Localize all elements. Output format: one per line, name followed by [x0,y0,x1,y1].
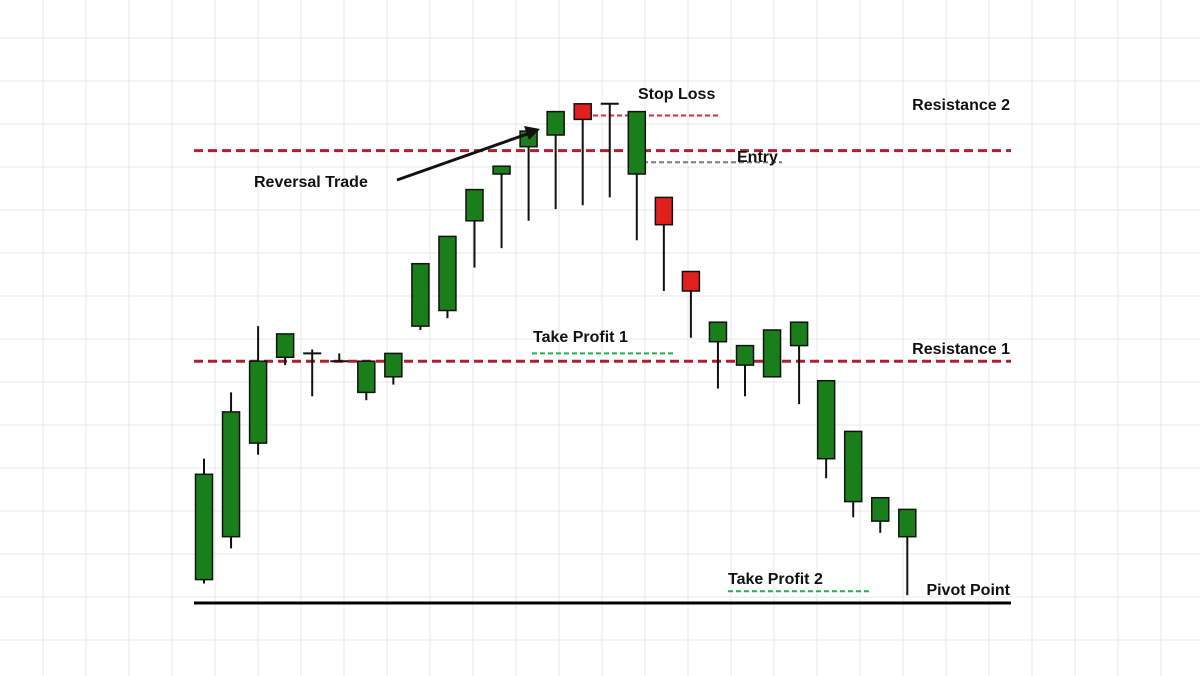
candle-body-bullish [546,110,565,136]
candle [843,430,863,518]
candle [438,235,457,319]
trade-markers [532,114,872,593]
annotations: Reversal Trade [254,126,540,191]
candle-body-bullish [708,321,728,343]
candle-body-bullish [384,352,403,378]
candle [627,110,647,241]
entry-label: Entry [737,149,778,166]
take-profit-2-label: Take Profit 2 [728,571,823,588]
candles-group [194,102,917,596]
candle [735,344,755,397]
reversal-trade-arrow [396,131,531,182]
candle [789,321,809,405]
candle [573,103,592,206]
candle-body-bullish [492,165,511,175]
candle-body-bullish [762,329,782,378]
stop-loss-label: Stop Loss [638,86,715,103]
candle-body-bullish [248,360,268,444]
candle [384,352,403,385]
candle [898,508,917,596]
candle [654,196,674,291]
resistance-1-label: Resistance 1 [912,341,1010,358]
candle-body-bullish [465,188,484,222]
candle [465,188,484,268]
candle [275,333,295,366]
candle [546,110,565,210]
candle-body-bearish [654,196,674,226]
candle [357,360,376,401]
candle-body-bullish [789,321,809,347]
candle-body-bullish [221,411,241,538]
resistance-2-label: Resistance 2 [912,97,1010,114]
candle [221,392,241,549]
candle-body-bullish [871,496,890,522]
candle [330,353,349,363]
candle-body-bullish [194,473,214,581]
support-resistance-levels [194,149,1011,605]
candle-body-bullish [898,508,917,538]
candle [248,326,268,455]
candle [303,349,322,397]
pivot-point-label: Pivot Point [926,582,1010,599]
level-labels: Resistance 2 Resistance 1 Pivot Point St… [533,86,1011,599]
candle-body-bullish [735,344,755,366]
candle [681,270,701,338]
candle [411,262,430,330]
candle-body-bullish [816,379,836,460]
candle-body-bullish [411,262,430,327]
candle-body-bullish [627,110,647,175]
reversal-trade-arrow-head [524,126,540,140]
candle-body-bullish [438,235,457,312]
candle-body-bullish [843,430,863,503]
candle [600,102,619,198]
candle [708,321,728,389]
candle [871,496,890,533]
candle-body-bullish [357,360,376,394]
candle-body-bearish [681,270,701,292]
take-profit-1-label: Take Profit 1 [533,329,628,346]
candle [762,329,782,378]
reversal-trade-label: Reversal Trade [254,174,368,191]
candle [816,379,836,479]
candle [492,165,511,249]
candle [194,458,214,584]
candle [519,130,538,221]
candle-body-bullish [275,333,295,359]
candle-body-bearish [573,103,592,121]
